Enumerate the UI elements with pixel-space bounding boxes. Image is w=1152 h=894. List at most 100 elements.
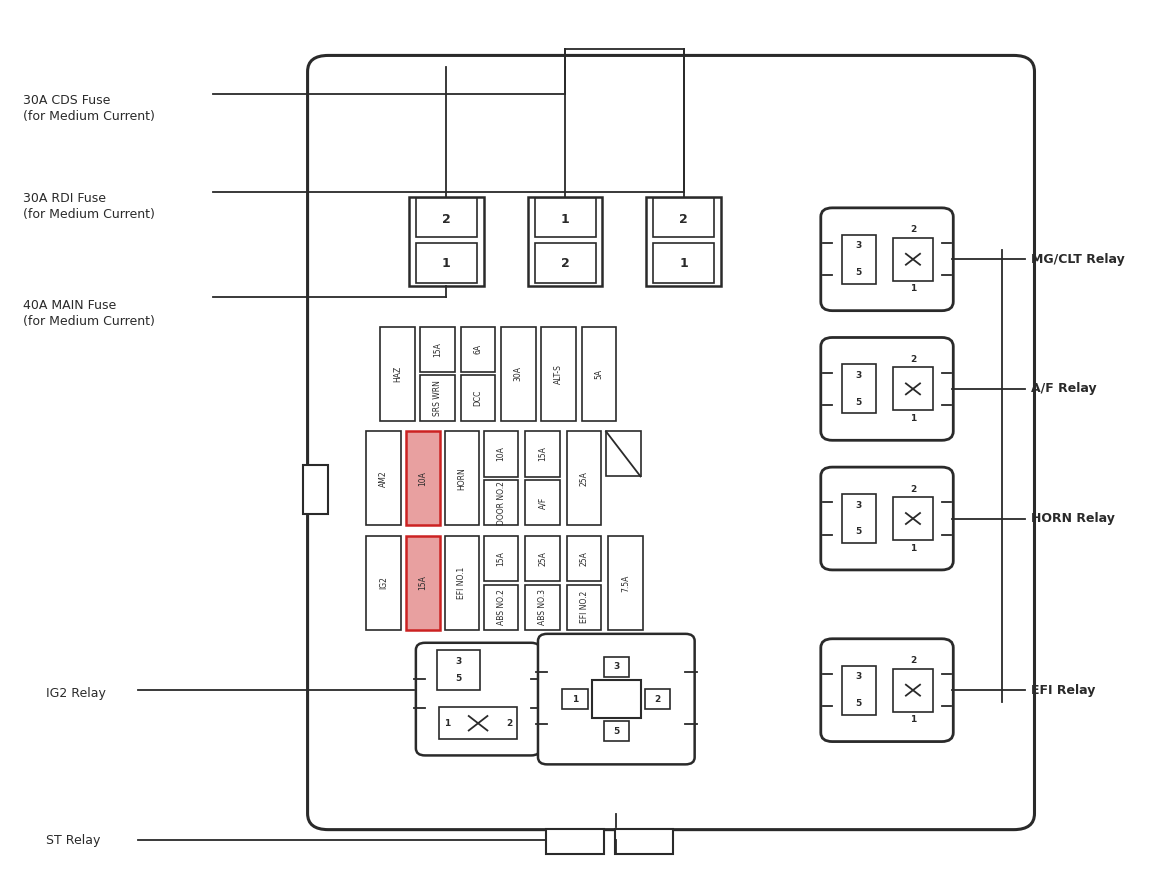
Text: DOOR NO.2: DOOR NO.2: [497, 481, 506, 525]
Bar: [653, 198, 714, 237]
Bar: [645, 689, 670, 709]
Bar: [484, 431, 518, 477]
Text: 30A RDI Fuse
(for Medium Current): 30A RDI Fuse (for Medium Current): [23, 192, 154, 221]
Text: 1: 1: [561, 214, 569, 226]
Bar: [841, 365, 876, 413]
Bar: [535, 198, 596, 237]
Bar: [525, 480, 560, 525]
Bar: [604, 657, 629, 677]
Bar: [461, 327, 495, 372]
Bar: [615, 829, 673, 854]
Bar: [653, 243, 714, 283]
Text: 1: 1: [571, 695, 578, 704]
Bar: [366, 536, 401, 630]
Bar: [528, 197, 602, 286]
Bar: [420, 375, 455, 421]
Bar: [567, 431, 601, 525]
Bar: [893, 669, 933, 712]
Text: ST Relay: ST Relay: [46, 834, 100, 847]
Text: 2: 2: [680, 214, 688, 226]
Bar: [366, 431, 401, 525]
Text: HORN: HORN: [457, 467, 467, 490]
Bar: [525, 536, 560, 581]
Bar: [501, 327, 536, 421]
Bar: [484, 536, 518, 581]
FancyBboxPatch shape: [820, 208, 953, 311]
Text: A/F: A/F: [538, 496, 547, 509]
Text: DCC: DCC: [473, 390, 483, 406]
FancyBboxPatch shape: [820, 467, 953, 570]
Bar: [841, 234, 876, 284]
Bar: [608, 536, 643, 630]
FancyBboxPatch shape: [308, 55, 1034, 830]
Text: IG2: IG2: [379, 577, 388, 589]
Bar: [893, 238, 933, 281]
Text: 2: 2: [506, 719, 513, 728]
Text: ALT-S: ALT-S: [554, 364, 563, 384]
Text: 1: 1: [444, 719, 450, 728]
Text: 3: 3: [856, 371, 862, 380]
Text: 1: 1: [910, 284, 916, 293]
Bar: [406, 431, 440, 525]
Bar: [592, 680, 641, 718]
Bar: [893, 367, 933, 410]
Bar: [525, 585, 560, 630]
Text: 1: 1: [910, 544, 916, 552]
Bar: [567, 536, 601, 581]
Text: AM2: AM2: [379, 470, 388, 486]
Text: EFI Relay: EFI Relay: [1031, 684, 1096, 696]
Text: 15A: 15A: [497, 551, 506, 566]
FancyBboxPatch shape: [820, 638, 953, 742]
Text: MG/CLT Relay: MG/CLT Relay: [1031, 253, 1124, 266]
Bar: [303, 465, 328, 514]
Text: 1: 1: [680, 257, 688, 270]
Text: 15A: 15A: [433, 342, 442, 357]
Bar: [380, 327, 415, 421]
Text: 15A: 15A: [418, 576, 427, 590]
Text: 25A: 25A: [579, 551, 589, 566]
Text: 5: 5: [856, 699, 862, 708]
Bar: [409, 197, 484, 286]
Text: EFI NO.2: EFI NO.2: [579, 591, 589, 623]
Text: 10A: 10A: [418, 471, 427, 485]
Bar: [461, 375, 495, 421]
Text: 2: 2: [910, 485, 916, 493]
Text: SRS WRN: SRS WRN: [433, 380, 442, 416]
Text: 6A: 6A: [473, 344, 483, 354]
Bar: [445, 536, 479, 630]
Bar: [841, 665, 876, 715]
Text: 3: 3: [856, 672, 862, 681]
Text: 2: 2: [910, 355, 916, 364]
Bar: [893, 497, 933, 540]
Text: 1: 1: [442, 257, 450, 270]
Bar: [437, 650, 480, 690]
Text: 40A MAIN Fuse
(for Medium Current): 40A MAIN Fuse (for Medium Current): [23, 299, 154, 328]
Text: 3: 3: [856, 241, 862, 250]
Bar: [604, 721, 629, 741]
FancyBboxPatch shape: [524, 623, 708, 775]
Text: 30A: 30A: [514, 367, 523, 381]
Text: 1: 1: [910, 414, 916, 423]
Bar: [416, 243, 477, 283]
Text: 2: 2: [442, 214, 450, 226]
Bar: [546, 829, 604, 854]
Text: 5: 5: [613, 727, 620, 736]
FancyBboxPatch shape: [820, 338, 953, 441]
Text: 30A CDS Fuse
(for Medium Current): 30A CDS Fuse (for Medium Current): [23, 94, 154, 122]
Text: 2: 2: [561, 257, 569, 270]
Bar: [445, 431, 479, 525]
Bar: [606, 431, 641, 477]
Bar: [439, 707, 517, 739]
Bar: [562, 689, 588, 709]
Bar: [646, 197, 721, 286]
Text: 25A: 25A: [538, 551, 547, 566]
Bar: [406, 536, 440, 630]
FancyBboxPatch shape: [416, 643, 540, 755]
Bar: [416, 198, 477, 237]
Text: A/F Relay: A/F Relay: [1031, 383, 1097, 395]
Text: 3: 3: [455, 657, 462, 666]
Bar: [541, 327, 576, 421]
Text: 25A: 25A: [579, 471, 589, 485]
Bar: [484, 585, 518, 630]
Text: 5: 5: [455, 674, 462, 683]
